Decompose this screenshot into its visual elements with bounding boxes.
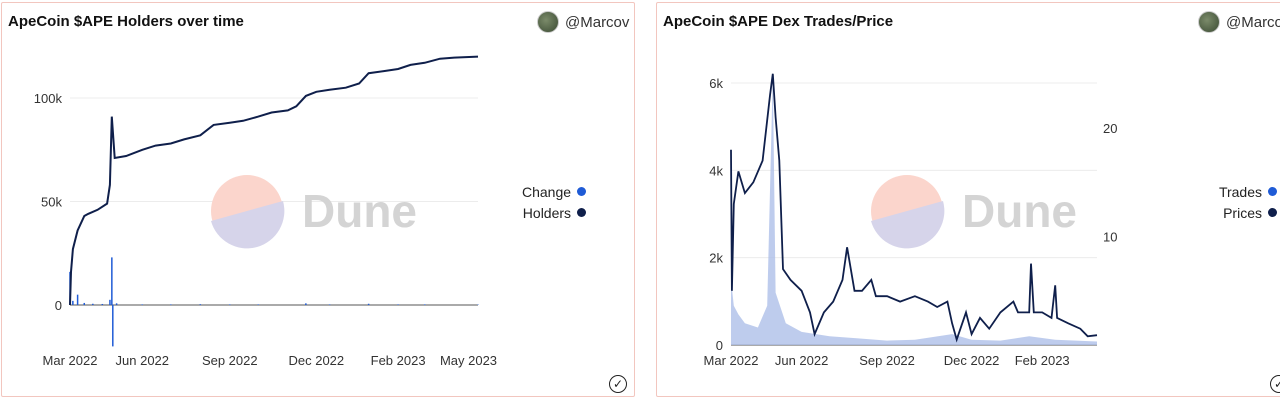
legend-dot-icon xyxy=(1268,208,1277,217)
x-tick-label: Sep 2022 xyxy=(859,353,915,368)
legend-item-trades[interactable]: Trades xyxy=(1197,181,1277,202)
prices-line xyxy=(730,73,1098,343)
x-tick-label: May 2023 xyxy=(440,353,497,368)
checkmark-icon[interactable]: ✓ xyxy=(609,375,627,393)
legend-item-holders[interactable]: Holders xyxy=(522,202,587,223)
y-tick-label: 2k xyxy=(709,251,723,266)
x-tick-label: Dec 2022 xyxy=(288,353,344,368)
author-name: @Marco xyxy=(1226,13,1280,31)
chart-title: ApeCoin $APE Dex Trades/Price xyxy=(663,13,894,30)
author-avatar-icon xyxy=(537,11,559,33)
x-tick-label: Jun 2022 xyxy=(775,353,829,368)
y-tick-label: 100k xyxy=(34,91,63,106)
chart-legend: Change Holders xyxy=(522,181,587,223)
x-tick-label: Mar 2022 xyxy=(43,353,98,368)
watermark-circle-bottom xyxy=(871,201,945,249)
legend-item-change[interactable]: Change xyxy=(522,181,587,202)
y2-tick-label: 20 xyxy=(1103,121,1117,136)
trades-area xyxy=(731,74,1097,346)
watermark-circle-bottom xyxy=(211,201,285,249)
legend-dot-icon xyxy=(577,187,587,196)
y-tick-label: 4k xyxy=(709,163,723,178)
watermark-text: Dune xyxy=(302,185,417,237)
x-tick-label: Jun 2022 xyxy=(116,353,170,368)
x-tick-label: Feb 2023 xyxy=(371,353,426,368)
y-tick-label: 0 xyxy=(55,298,62,313)
author-name: @Marcov xyxy=(565,13,630,31)
legend-item-prices[interactable]: Prices xyxy=(1197,202,1277,223)
x-tick-label: Mar 2022 xyxy=(704,353,759,368)
dune-watermark-logo: Dune xyxy=(871,175,1077,249)
dune-watermark-logo: Dune xyxy=(211,175,417,249)
author-avatar-icon xyxy=(1198,11,1220,33)
legend-dot-icon xyxy=(1268,187,1277,196)
dex-trades-chart-panel: ApeCoin $APE Dex Trades/Price @Marco 6k 4… xyxy=(656,2,1280,397)
chart-title: ApeCoin $APE Holders over time xyxy=(8,13,244,30)
y-tick-label: 50k xyxy=(41,195,62,210)
author-link[interactable]: @Marco xyxy=(1198,11,1280,33)
legend-dot-icon xyxy=(577,208,587,217)
holders-chart-plot: 100k 50k 0 Dune Mar 2022 Jun 2022 Sep 2022 Dec … xyxy=(34,55,497,368)
y-tick-label: 0 xyxy=(716,338,723,353)
y-tick-label: 6k xyxy=(709,76,723,91)
holders-chart-panel: ApeCoin $APE Holders over time @Marcov 1… xyxy=(1,2,635,397)
x-tick-label: Dec 2022 xyxy=(944,353,1000,368)
holders-line xyxy=(69,55,479,306)
watermark-text: Dune xyxy=(962,185,1077,237)
x-tick-label: Sep 2022 xyxy=(202,353,258,368)
author-link[interactable]: @Marcov xyxy=(537,11,629,33)
chart-legend: Trades Prices xyxy=(1197,181,1277,223)
x-tick-label: Feb 2023 xyxy=(1015,353,1070,368)
y2-tick-label: 10 xyxy=(1103,230,1117,245)
dex-trades-chart-plot: 6k 4k 2k 0 20 10 Dune Mar 2022 Jun 2022 Sep 2022 D… xyxy=(704,73,1117,368)
